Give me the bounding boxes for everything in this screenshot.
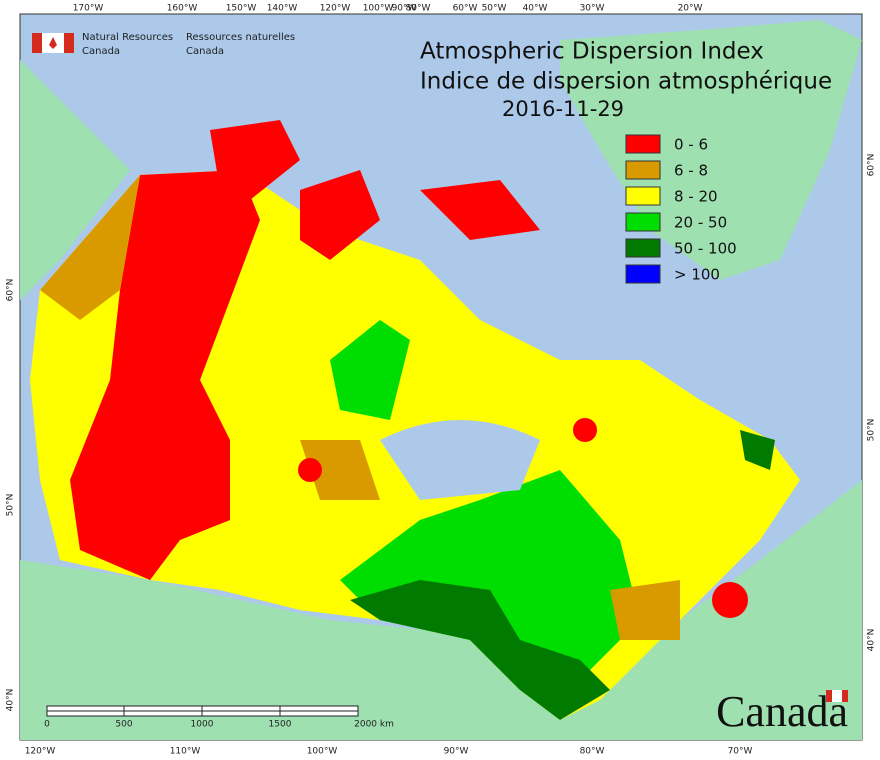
longitude-label: 20°W <box>678 4 703 14</box>
longitude-label: 100°W <box>363 4 394 14</box>
legend-swatch <box>625 160 661 180</box>
agency-en: Canada <box>82 46 120 57</box>
flag-logo <box>32 33 74 53</box>
longitude-label: 40°W <box>523 4 548 14</box>
legend-label: 8 - 20 <box>674 188 718 206</box>
longitude-label: 170°W <box>73 4 104 14</box>
longitude-label: 30°W <box>580 4 605 14</box>
longitude-label: 120°W <box>320 4 351 14</box>
scale-segment <box>123 710 203 717</box>
usa <box>20 480 862 740</box>
greenland <box>560 20 862 280</box>
longitude-label: 80°W <box>580 747 605 757</box>
zone-east <box>340 470 640 700</box>
scale-label: 2000 km <box>354 720 394 730</box>
zone-patches <box>300 440 680 640</box>
longitude-label: 90°W <box>392 4 417 14</box>
zone-arctic <box>210 120 540 260</box>
zone-spot <box>573 418 597 442</box>
scale-segment <box>279 705 359 712</box>
legend-label: 20 - 50 <box>674 214 727 232</box>
longitude-label: 70°W <box>728 747 753 757</box>
scale-segment <box>46 705 125 712</box>
legend-label: 0 - 6 <box>674 136 708 154</box>
zone-ontario <box>350 580 610 720</box>
scale-segment <box>123 705 203 712</box>
legend-swatch <box>625 212 661 232</box>
title-en: Atmospheric Dispersion Index <box>420 39 764 65</box>
hudson-bay <box>380 420 540 500</box>
longitude-label: 150°W <box>226 4 257 14</box>
scale-segment <box>201 705 281 712</box>
title-fr: Indice de dispersion atmosphérique <box>420 69 832 95</box>
zone-hudson <box>330 320 410 420</box>
wordmark: Canada <box>716 687 848 736</box>
legend-swatch <box>625 134 661 154</box>
wordmark-flag <box>826 690 848 702</box>
longitude-label: 140°W <box>267 4 298 14</box>
latitude-label: 40°N <box>6 689 16 712</box>
scale-segment <box>201 710 281 717</box>
scale-label: 1000 <box>191 720 214 730</box>
legend-swatch <box>625 186 661 206</box>
latitude-label: 50°N <box>6 494 16 517</box>
zone-yukon <box>40 175 140 320</box>
latitude-label: 50°N <box>867 419 877 442</box>
scale-segment <box>46 710 125 717</box>
scale-label: 500 <box>115 720 132 730</box>
zone-labrador <box>740 430 775 470</box>
zone-spot <box>712 582 748 618</box>
latitude-label: 60°N <box>867 154 877 177</box>
scale-segment <box>279 710 359 717</box>
scale-label: 0 <box>44 720 50 730</box>
agency-fr: Ressources naturelles <box>186 32 295 43</box>
legend-label: 6 - 8 <box>674 162 708 180</box>
legend-label: > 100 <box>674 266 720 284</box>
longitude-label: 90°W <box>444 747 469 757</box>
latitude-label: 40°N <box>867 629 877 652</box>
longitude-label: 110°W <box>170 747 201 757</box>
longitude-label: 120°W <box>25 747 56 757</box>
agency-fr: Canada <box>186 46 224 57</box>
latitude-label: 60°N <box>6 279 16 302</box>
date: 2016-11-29 <box>502 97 624 121</box>
legend-swatch <box>625 264 661 284</box>
zone-spot <box>298 458 322 482</box>
zone-west <box>70 170 260 580</box>
longitude-label: 60°W <box>453 4 478 14</box>
longitude-label: 160°W <box>167 4 198 14</box>
longitude-label: 80°W <box>406 4 431 14</box>
scale-label: 1500 <box>269 720 292 730</box>
legend-label: 50 - 100 <box>674 240 737 258</box>
longitude-label: 100°W <box>307 747 338 757</box>
alaska <box>20 60 130 300</box>
longitude-label: 50°W <box>482 4 507 14</box>
agency-en: Natural Resources <box>82 32 173 43</box>
legend-swatch <box>625 238 661 258</box>
